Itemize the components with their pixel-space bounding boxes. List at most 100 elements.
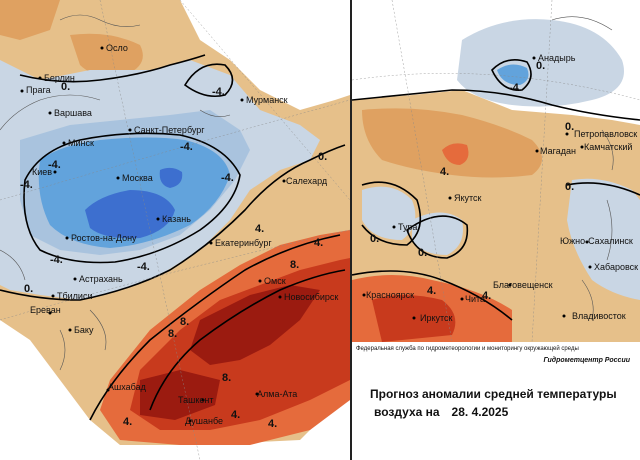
east-anomaly-neg-0-2-north (457, 19, 624, 107)
isoline-label: 4. (123, 416, 132, 428)
isoline-label: 0. (418, 247, 427, 259)
forecast-subtitle-text: воздуха на (374, 405, 440, 419)
west-isoline-minus4-north (183, 63, 234, 98)
panel-divider (350, 0, 352, 460)
brand-name: Гидрометцентр России (543, 357, 631, 364)
isoline-label: 0. (318, 151, 327, 163)
city-label: Санкт-Петербург (134, 125, 205, 135)
isoline-label: 0. (565, 121, 574, 133)
city-label: Хабаровск (594, 262, 638, 272)
city-label: Прага (26, 85, 51, 95)
city-label: Ростов-на-Дону (71, 233, 137, 243)
city-label: Владивосток (572, 311, 626, 321)
isoline-label: -4. (137, 261, 150, 273)
city-label: Баку (74, 325, 94, 335)
isoline-label: -4. (221, 172, 234, 184)
west-coastline (0, 14, 231, 371)
west-anomaly-pos-10-b (140, 370, 220, 420)
east-anomaly-pos-6-8 (442, 143, 469, 165)
east-anomaly-neg-0-2-mid (362, 186, 416, 240)
isoline-label: -4. (20, 179, 33, 191)
city-label: Москва (122, 173, 153, 183)
city-label: Тбилиси (57, 291, 93, 301)
city-label: Душанбе (185, 416, 223, 426)
city-label: Салехард (286, 176, 328, 186)
east-isoline-labels: 0. -4. 0. 4. 0. 0. 0. 4. 4. (370, 60, 574, 302)
city-label: Казань (162, 214, 191, 224)
isoline-label: 8. (290, 259, 299, 271)
isoline-label: 4. (440, 166, 449, 178)
isoline-label: -4. (509, 82, 522, 94)
isoline-label: 4. (231, 409, 240, 421)
west-map: Осло Берлин Прага Варшава Санкт-Петербур… (0, 0, 350, 460)
west-isoline-0-north (19, 54, 206, 83)
city-label: Киев (32, 167, 52, 177)
east-coastline (551, 16, 614, 321)
city-label: Омск (264, 276, 286, 286)
city-label: Камчатский (584, 142, 632, 152)
east-isoline-plus4 (352, 270, 513, 321)
isoline-label: -4. (48, 159, 61, 171)
west-map-panel: Осло Берлин Прага Варшава Санкт-Петербур… (0, 0, 350, 460)
isoline-label: 4. (268, 418, 277, 430)
city-label: Осло (106, 43, 128, 53)
west-isoline-labels: 0. -4. -4. -4. -4. -4. -4. -4. 0. 0. 4. … (20, 81, 327, 430)
isoline-label: 4. (314, 237, 323, 249)
forecast-date: 28. 4.2025 (451, 405, 509, 419)
east-isoline-minus4 (491, 59, 532, 91)
west-isoline-plus4 (89, 234, 341, 421)
forecast-subtitle: воздуха на 28. 4.2025 (374, 405, 508, 419)
city-label: Магадан (540, 146, 576, 156)
east-isoline-0 (352, 89, 640, 121)
east-isoline-0-east (566, 182, 640, 196)
west-anomaly-neg-6 (85, 190, 175, 239)
isoline-label: 0. (61, 81, 70, 93)
east-map-panel: Анадырь Петропавловск Камчатский Магадан… (352, 0, 640, 460)
forecast-title: Прогноз аномалии средней температуры (370, 387, 617, 401)
city-label: Ташкент (178, 395, 213, 405)
east-city-labels: Анадырь Петропавловск Камчатский Магадан… (362, 53, 638, 323)
east-isoline-0-mid (361, 181, 422, 246)
city-label: Алма-Ата (257, 389, 297, 399)
city-label: Чита (465, 294, 485, 304)
isoline-label: 4. (427, 285, 436, 297)
west-isoline-minus4 (23, 132, 241, 264)
isoline-label: 0. (536, 60, 545, 72)
city-label: Южно-Сахалинск (560, 236, 633, 246)
city-label: Якутск (454, 193, 482, 203)
agency-name: Федеральная служба по гидрометеорологии … (356, 346, 579, 352)
isoline-label: 4. (482, 290, 491, 302)
isoline-label: -4. (212, 86, 225, 98)
west-anomaly-pos-4-6-oslo (70, 33, 143, 77)
isoline-label: 8. (222, 372, 231, 384)
city-label: Мурманск (246, 95, 288, 105)
city-label: Благовещенск (493, 280, 553, 290)
isoline-label: 0. (370, 233, 379, 245)
isoline-label: -4. (180, 141, 193, 153)
east-anomaly-neg-0-2-center (412, 212, 463, 255)
city-label: Тура (398, 222, 417, 232)
city-label: Петропавловск (574, 129, 637, 139)
city-label: Екатеринбург (215, 238, 272, 248)
isoline-label: -4. (50, 254, 63, 266)
city-label: Ереван (30, 305, 61, 315)
city-label: Красноярск (366, 290, 414, 300)
west-isoline-0 (0, 144, 346, 301)
city-label: Минск (68, 138, 94, 148)
forecast-info-box: Федеральная служба по гидрометеорологии … (352, 342, 640, 460)
west-isoline-plus8 (149, 269, 346, 411)
city-label: Астрахань (79, 274, 123, 284)
city-label: Иркутск (420, 313, 453, 323)
isoline-label: 4. (255, 223, 264, 235)
city-label: Варшава (54, 108, 92, 118)
east-anomaly-pos-4-6 (362, 108, 542, 178)
city-label: Ашхабад (108, 382, 147, 392)
isoline-label: 0. (565, 181, 574, 193)
west-city-labels: Осло Берлин Прага Варшава Санкт-Петербур… (20, 43, 338, 426)
east-anomaly-neg-0-2-east (567, 178, 640, 300)
isoline-label: 8. (180, 316, 189, 328)
west-anomaly-pos-10 (190, 285, 320, 365)
east-anomaly-neg-4-6 (497, 64, 529, 85)
isoline-label: 8. (168, 328, 177, 340)
city-label: Берлин (44, 73, 75, 83)
